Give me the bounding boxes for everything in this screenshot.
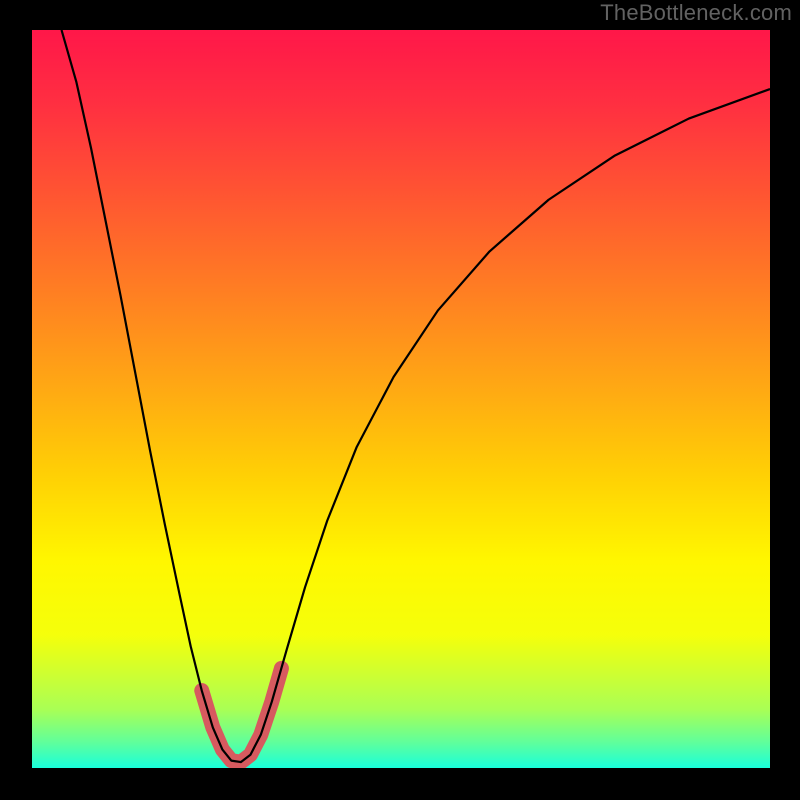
plot-area — [32, 30, 770, 768]
watermark-label: TheBottleneck.com — [600, 0, 792, 26]
bottleneck-chart — [32, 30, 770, 768]
gradient-background — [32, 30, 770, 768]
chart-frame: TheBottleneck.com — [0, 0, 800, 800]
